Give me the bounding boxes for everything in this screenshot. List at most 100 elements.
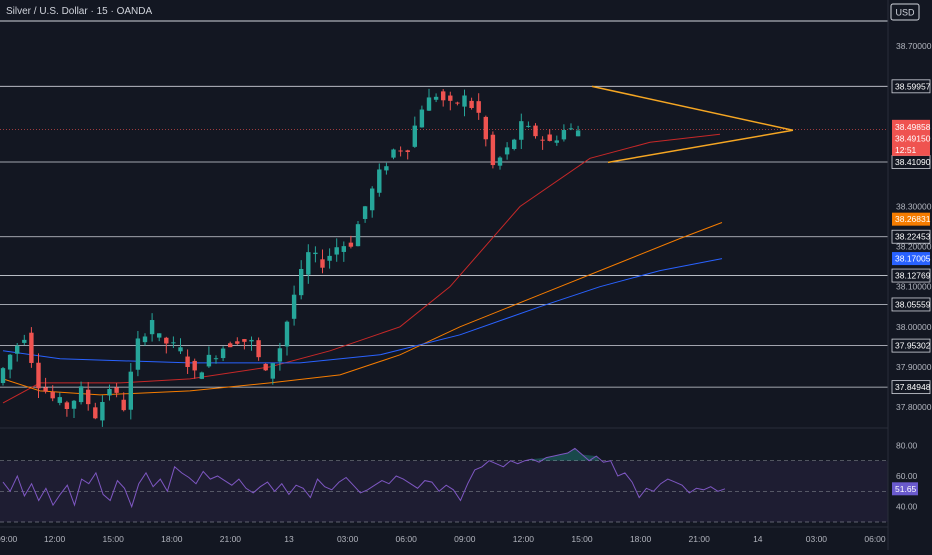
candle xyxy=(128,363,133,420)
rsi-tick-label: 40.00 xyxy=(896,502,918,512)
candle xyxy=(504,142,510,160)
candle xyxy=(441,89,446,107)
candle xyxy=(462,89,467,117)
candle xyxy=(526,121,531,128)
triangle-upper-line xyxy=(591,85,794,132)
candle xyxy=(377,163,382,197)
candle xyxy=(291,285,297,326)
candle xyxy=(157,333,162,342)
candle xyxy=(547,129,552,142)
candlesticks xyxy=(0,88,581,427)
candle xyxy=(107,384,112,401)
candle xyxy=(263,363,268,371)
candle xyxy=(164,336,169,354)
candle xyxy=(114,383,119,398)
ma-price-badge xyxy=(892,252,930,266)
candle xyxy=(362,205,368,223)
candle xyxy=(242,338,247,350)
level-badge xyxy=(891,229,931,244)
candle xyxy=(426,88,432,111)
horizontal-levels xyxy=(0,20,888,388)
price-tick-label: 38.10000 xyxy=(896,282,932,292)
time-tick-label: 15:00 xyxy=(103,534,125,544)
candle xyxy=(419,105,425,128)
price-tick-label: 37.80000 xyxy=(896,402,932,412)
ma-price-badge-label: 38.17005 xyxy=(895,254,931,264)
level-badge-label: 37.84948 xyxy=(895,382,931,392)
candle xyxy=(327,248,332,269)
candle xyxy=(469,97,474,110)
candle xyxy=(554,135,559,146)
candle xyxy=(334,238,339,262)
candle xyxy=(384,162,389,175)
current-price-badge-label: 38.49150 xyxy=(895,133,931,143)
price-tick-label: 38.70000 xyxy=(896,41,932,51)
candle xyxy=(36,353,41,399)
candle xyxy=(71,399,77,419)
candle xyxy=(561,124,567,142)
candle xyxy=(277,342,283,371)
candle xyxy=(483,115,488,147)
level-badge-label: 38.12769 xyxy=(895,271,931,281)
symbol-title: Silver / U.S. Dollar · 15 · OANDA xyxy=(6,6,152,17)
candle xyxy=(93,402,98,420)
current-price-badge xyxy=(892,119,930,156)
time-tick-label: 09:00 xyxy=(454,534,476,544)
candle xyxy=(213,355,219,364)
time-tick-label: 12:00 xyxy=(44,534,66,544)
current-price-badge-label: 38.49858 xyxy=(895,122,931,132)
currency-button[interactable] xyxy=(890,3,920,21)
candle xyxy=(57,392,62,406)
price-axis[interactable]: 38.70000 38.30000 38.20000 38.10000 38.00000… xyxy=(887,0,932,550)
candle xyxy=(199,371,204,380)
triangle-pattern xyxy=(591,85,794,164)
level-badge xyxy=(891,79,931,94)
price-tick-label: 38.00000 xyxy=(896,322,932,332)
time-tick-label: 03:00 xyxy=(337,534,359,544)
time-axis[interactable]: 09:00 12:00 15:00 18:00 21:00 13 03:00 06:00 09:… xyxy=(0,526,888,544)
currency-label: USD xyxy=(895,8,915,18)
candle xyxy=(78,381,84,405)
candle xyxy=(270,362,275,385)
candle xyxy=(575,125,581,137)
rsi-tick-label: 60.00 xyxy=(896,471,918,481)
candle xyxy=(43,377,48,394)
candle xyxy=(341,241,346,262)
candle xyxy=(455,101,460,106)
level-badge-label: 38.22453 xyxy=(895,232,931,242)
level-badge-label: 38.59957 xyxy=(895,81,931,91)
candle xyxy=(192,358,197,379)
candle xyxy=(249,336,254,351)
rsi-tick-label: 80.00 xyxy=(896,440,918,450)
moving-average-line xyxy=(2,133,721,404)
candle xyxy=(512,138,517,151)
candle xyxy=(398,146,403,157)
candle xyxy=(29,327,34,368)
candle xyxy=(171,336,176,349)
rsi-value-label: 51.65 xyxy=(895,484,917,494)
candle xyxy=(533,123,538,139)
candle xyxy=(22,334,27,346)
candle xyxy=(448,91,453,111)
candle xyxy=(235,337,240,345)
candle xyxy=(178,338,183,354)
time-tick-label: 06:00 xyxy=(864,534,886,544)
ma-price-badge xyxy=(892,212,930,226)
candle xyxy=(135,330,141,377)
candle xyxy=(568,123,574,131)
candle xyxy=(228,341,233,348)
candle xyxy=(185,349,190,375)
time-tick-label: 18:00 xyxy=(630,534,652,544)
current-price-badge-label: 12:51 xyxy=(895,145,917,155)
candle xyxy=(313,246,318,263)
candle xyxy=(206,346,212,368)
ma-price-badge-label: 38.26831 xyxy=(895,214,931,224)
level-badge-label: 37.95302 xyxy=(895,341,931,351)
time-tick-label: 18:00 xyxy=(161,534,183,544)
candle xyxy=(391,148,396,160)
time-tick-label: 12:00 xyxy=(513,534,535,544)
rsi-value-badge xyxy=(892,482,918,496)
